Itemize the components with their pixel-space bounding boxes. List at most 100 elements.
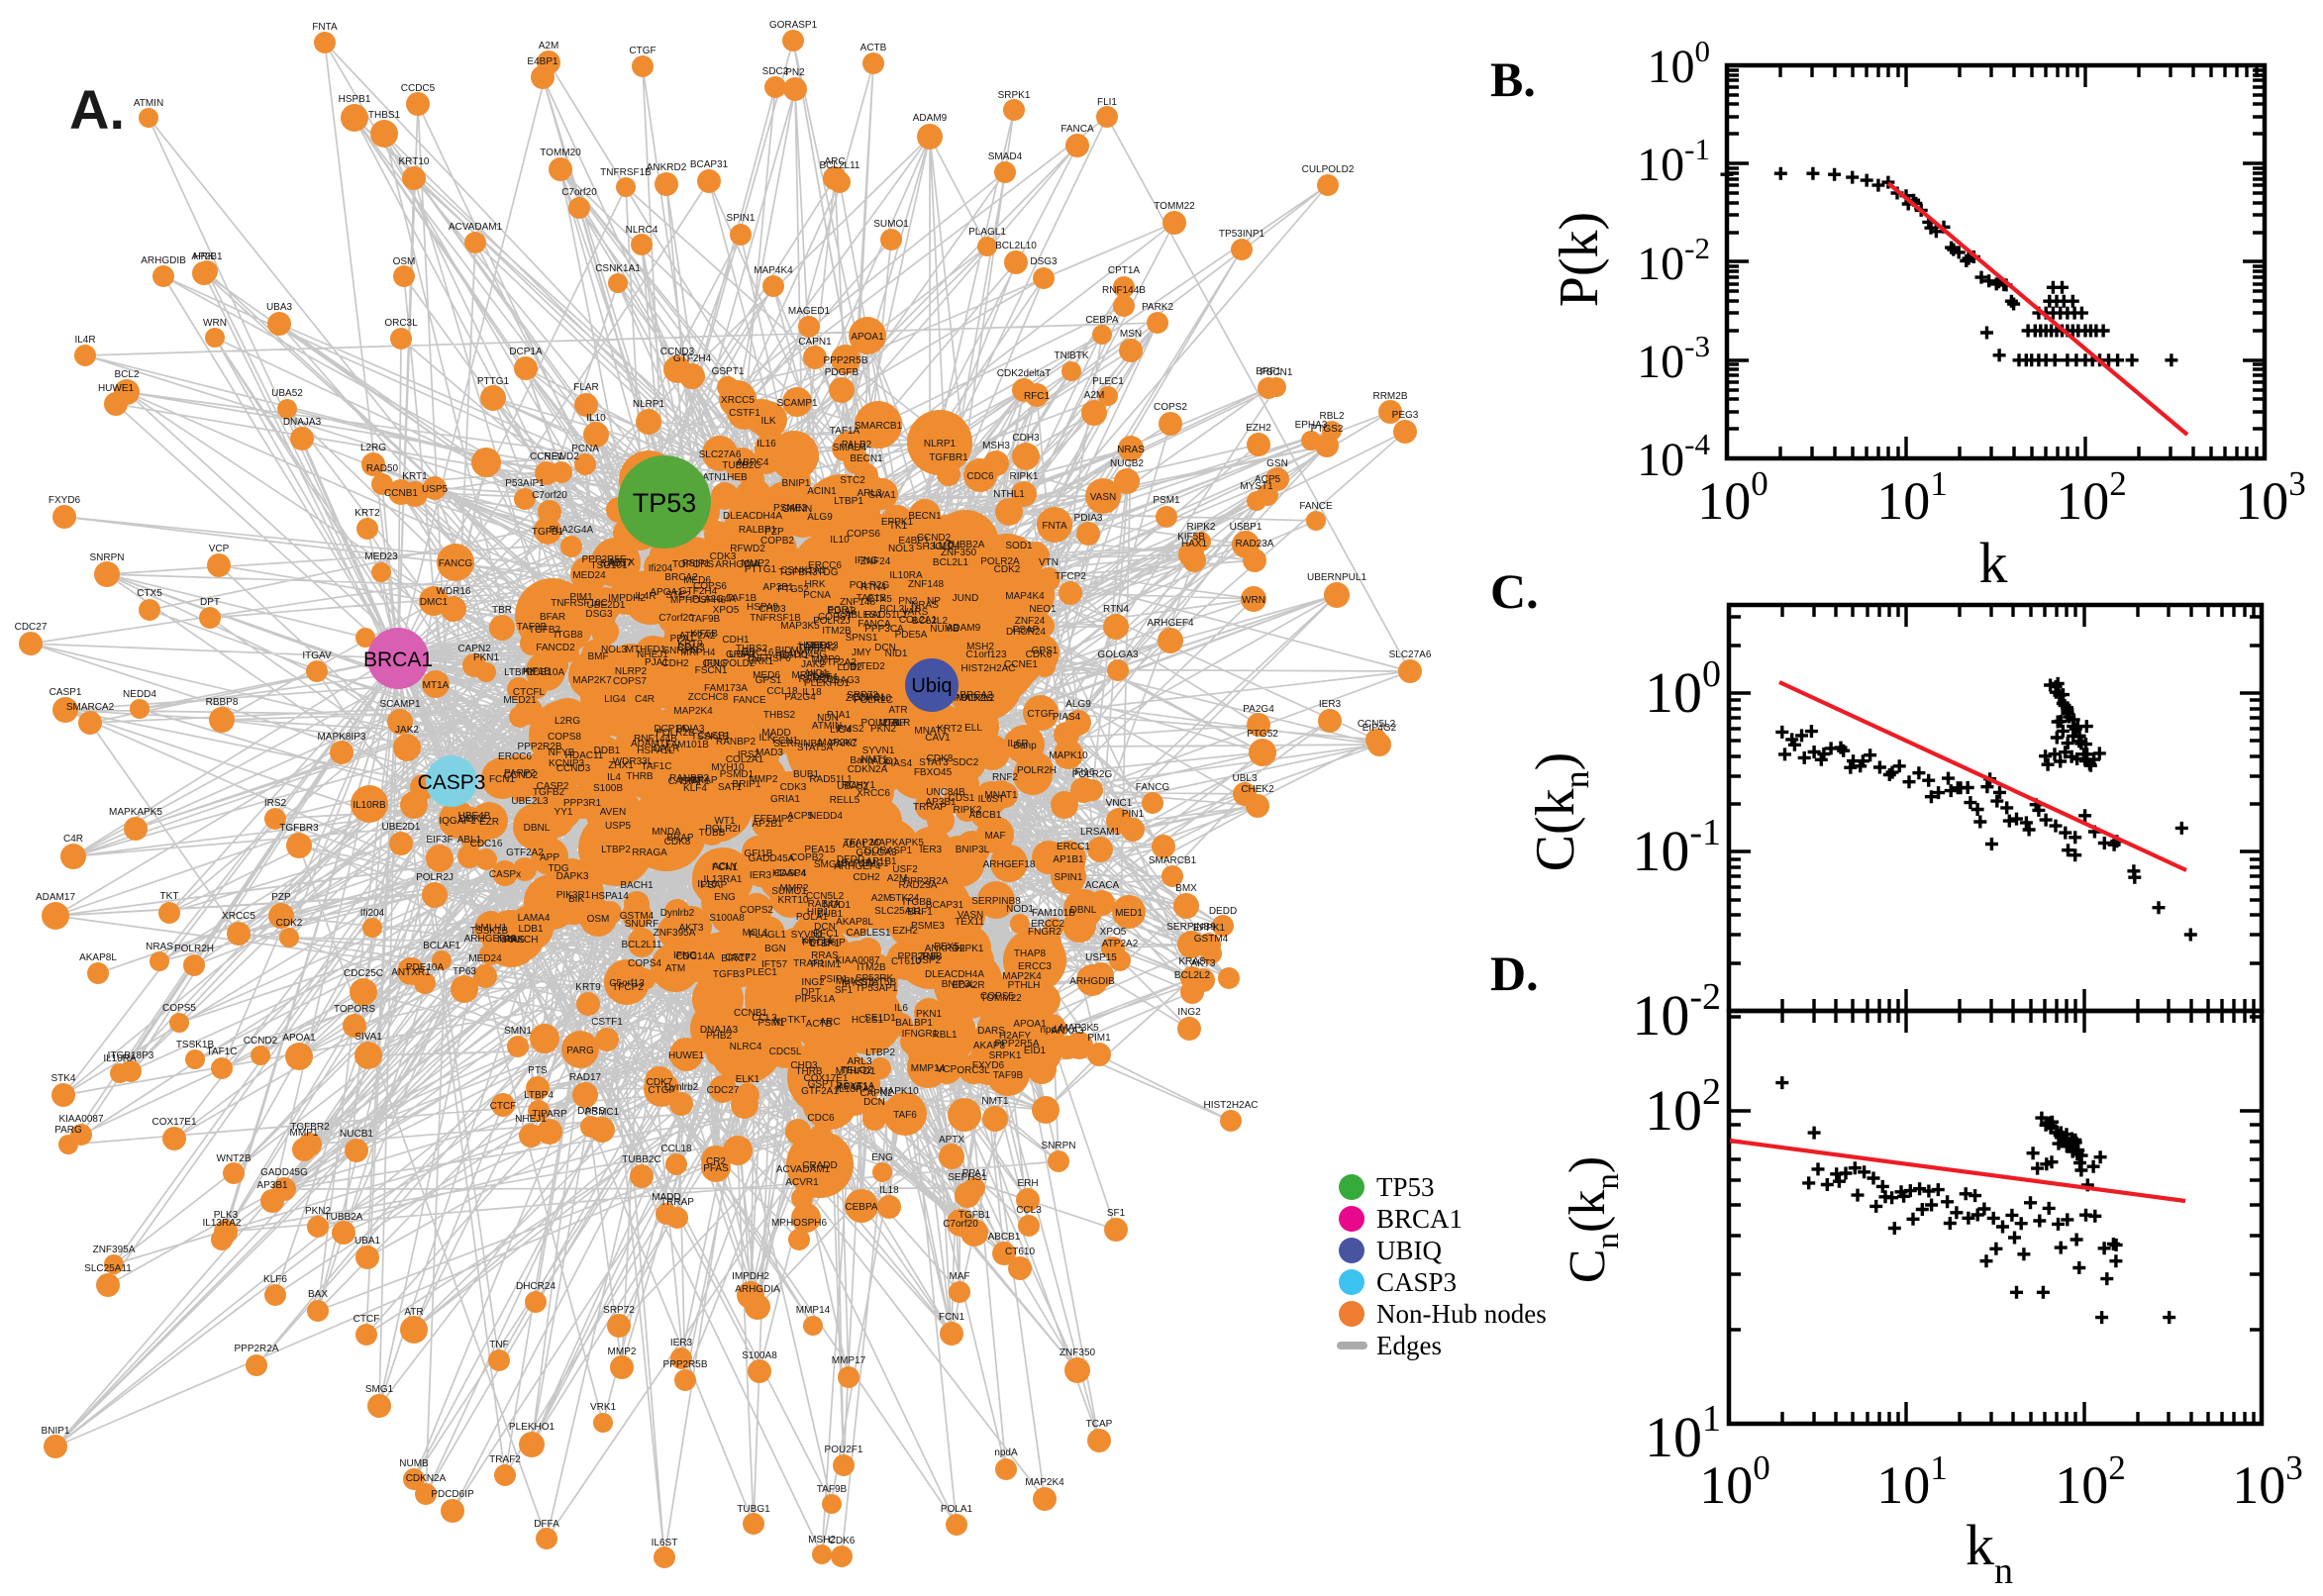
svg-text:COPS2: COPS2 [1154,402,1187,413]
svg-text:TGFB2: TGFB2 [529,625,561,636]
svg-text:MAD3: MAD3 [756,748,783,758]
svg-text:FLI1: FLI1 [1097,97,1117,108]
svg-text:RELL5: RELL5 [830,795,860,806]
svg-text:RRAS: RRAS [811,950,839,961]
svg-text:LTBP1: LTBP1 [810,939,840,949]
svg-text:UBE2D1: UBE2D1 [382,822,421,833]
svg-text:MNAT1: MNAT1 [914,726,948,737]
svg-text:PTG52: PTG52 [777,584,809,595]
svg-text:CCND2: CCND2 [504,770,539,781]
svg-text:PDCD6IP: PDCD6IP [802,938,846,948]
svg-text:ZCCHC10: ZCCHC10 [846,693,892,704]
svg-text:PDGFB: PDGFB [825,367,859,378]
svg-text:ATMIN: ATMIN [134,98,163,109]
svg-text:ATM: ATM [665,963,685,974]
svg-text:TNFRSF1B: TNFRSF1B [750,613,801,624]
svg-text:ZCCHC8: ZCCHC8 [688,692,729,703]
svg-text:MMP17: MMP17 [832,1355,866,1366]
svg-text:PPP2R2A: PPP2R2A [903,876,948,887]
svg-text:SDC2: SDC2 [762,66,789,77]
svg-text:BRAP: BRAP [690,775,718,786]
svg-text:IL10RA: IL10RA [889,570,923,581]
svg-text:IL4R: IL4R [635,591,656,602]
svg-text:NHEJ1: NHEJ1 [637,649,668,660]
svg-text:FXYD6: FXYD6 [972,1060,1005,1071]
svg-text:RBL2: RBL2 [1319,411,1344,422]
svg-text:TUBB2C: TUBB2C [722,460,760,471]
svg-text:BNIP3L: BNIP3L [956,845,990,855]
svg-text:ZNF148: ZNF148 [840,597,876,608]
svg-text:NOL3: NOL3 [888,544,915,554]
svg-text:NUCB2: NUCB2 [1110,458,1144,469]
svg-text:HIST2H2AC: HIST2H2AC [1203,1100,1258,1111]
svg-text:MSH2: MSH2 [808,1535,836,1546]
svg-text:TP53INP1: TP53INP1 [1219,229,1265,240]
svg-text:VTN: VTN [1039,557,1059,568]
svg-text:CSTF2: CSTF2 [725,952,757,963]
svg-text:ABCB1: ABCB1 [969,810,1002,821]
svg-text:Edges: Edges [1376,1331,1442,1360]
svg-text:EZR: EZR [479,817,499,828]
svg-text:TSSK1B: TSSK1B [691,732,730,743]
svg-text:DEDD: DEDD [837,854,864,865]
svg-text:THAP8: THAP8 [1014,948,1047,959]
svg-text:ATN1HEB: ATN1HEB [702,472,748,483]
svg-text:ABL1: ABL1 [843,840,867,850]
svg-text:GPS1: GPS1 [1032,646,1059,656]
svg-text:NEDD4: NEDD4 [123,689,156,700]
svg-text:BCL2L1: BCL2L1 [933,557,969,568]
svg-text:GADD45G: GADD45G [779,649,827,660]
svg-text:ADD1: ADD1 [872,756,899,767]
svg-text:TNF: TNF [489,1340,508,1350]
svg-text:HUWE1: HUWE1 [668,1050,705,1061]
svg-text:EPHA3: EPHA3 [1295,420,1328,431]
svg-text:NLRC4: NLRC4 [626,225,658,236]
svg-text:LTBP1: LTBP1 [834,496,863,507]
svg-text:CCND3: CCND3 [660,347,695,357]
svg-text:ATR: ATR [404,1307,423,1318]
svg-text:PN2: PN2 [785,67,805,78]
svg-text:VRK1: VRK1 [590,1402,617,1413]
svg-text:ARHGDIB: ARHGDIB [1069,976,1115,987]
svg-text:BRCA1: BRCA1 [363,648,433,671]
svg-text:PFAS: PFAS [703,1163,729,1174]
svg-text:PKN2: PKN2 [870,724,897,735]
svg-text:NMT1: NMT1 [860,754,888,765]
svg-text:GSN: GSN [1266,458,1288,469]
svg-text:ARHGDIB: ARHGDIB [141,255,186,266]
svg-text:TAF9B: TAF9B [690,614,721,625]
svg-text:XRCC5: XRCC5 [721,395,755,406]
svg-text:BRIP1: BRIP1 [733,779,761,790]
svg-text:P53AIP1: P53AIP1 [505,478,545,489]
svg-text:SYVN1: SYVN1 [862,746,895,756]
svg-text:ADAM9: ADAM9 [947,623,981,634]
svg-text:IFNG: IFNG [704,658,728,669]
svg-text:ABCB1: ABCB1 [988,1232,1021,1243]
svg-text:EGR1: EGR1 [827,605,855,616]
svg-text:AP3B1: AP3B1 [762,582,794,593]
svg-text:GTF2H4: GTF2H4 [673,353,712,364]
svg-text:ARHGEF4: ARHGEF4 [834,861,881,872]
svg-text:TGFBR1: TGFBR1 [929,452,968,463]
svg-text:TFAP2C: TFAP2C [844,838,881,848]
svg-text:VCP: VCP [937,1064,958,1075]
svg-text:LDB2: LDB2 [837,662,861,673]
svg-text:WDR16: WDR16 [436,586,470,597]
svg-text:MRPH4: MRPH4 [680,648,715,658]
svg-text:FAM101B: FAM101B [665,740,709,750]
svg-text:EIF3F: EIF3F [426,835,453,846]
svg-text:MED23: MED23 [364,551,398,562]
svg-text:BUB1: BUB1 [793,769,820,780]
svg-text:SEPHS1: SEPHS1 [948,1172,987,1183]
svg-text:CDC5L: CDC5L [769,1047,802,1057]
svg-text:IQGAP1: IQGAP1 [439,816,476,827]
svg-text:APOA1: APOA1 [282,1033,316,1044]
svg-text:LIG4: LIG4 [604,694,626,705]
svg-text:IL13RA1: IL13RA1 [704,874,743,885]
svg-text:PARG: PARG [54,1125,82,1136]
svg-text:ACTB: ACTB [860,43,887,53]
svg-text:S100B: S100B [593,783,623,794]
svg-text:MMP1: MMP1 [290,1128,319,1139]
svg-text:TP53AP1: TP53AP1 [856,983,898,994]
svg-text:MED1: MED1 [1115,908,1143,919]
